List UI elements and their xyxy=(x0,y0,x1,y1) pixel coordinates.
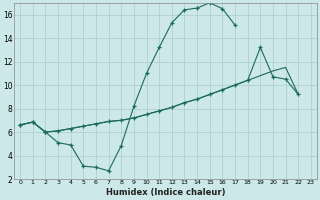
X-axis label: Humidex (Indice chaleur): Humidex (Indice chaleur) xyxy=(106,188,225,197)
